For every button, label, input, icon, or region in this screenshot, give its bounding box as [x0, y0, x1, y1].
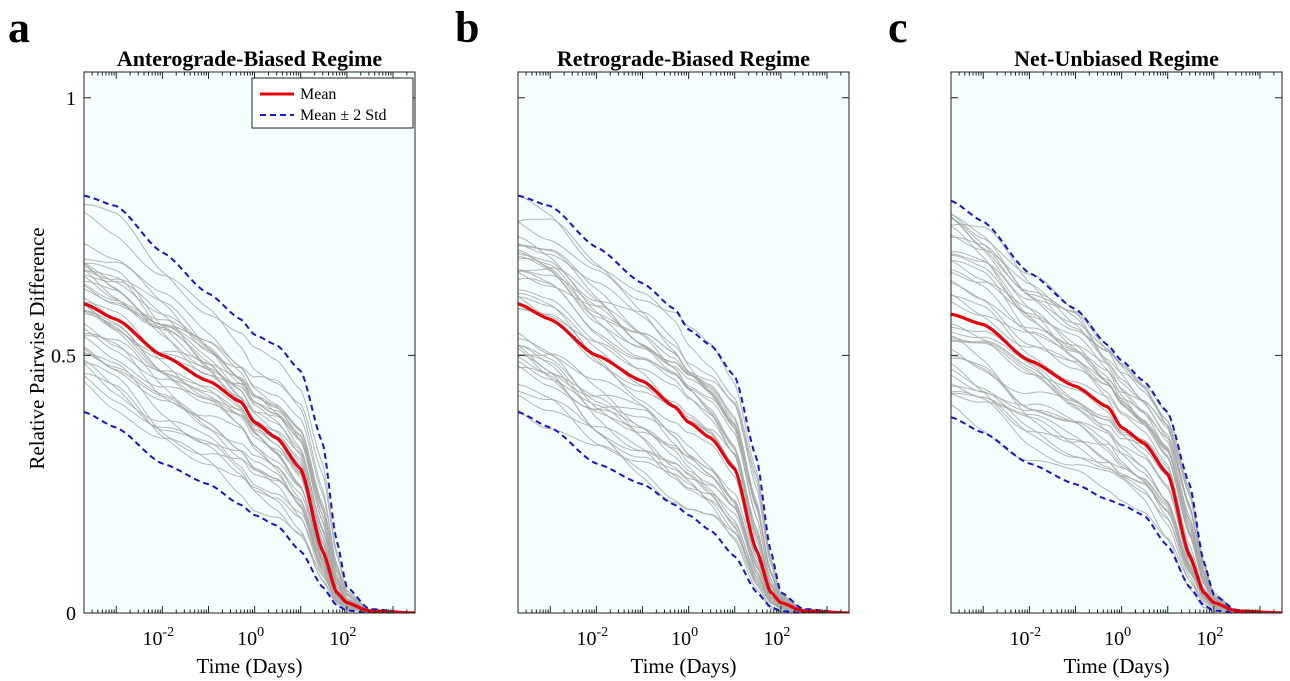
x-tick-label: 10-2: [143, 625, 175, 650]
x-tick-label: 10-2: [1010, 625, 1042, 650]
y-tick-label: 0: [66, 603, 76, 625]
x-tick-label: 100: [671, 625, 698, 650]
legend-mean-label: Mean: [300, 86, 336, 103]
panel-title: Anterograde-Biased Regime: [117, 46, 383, 71]
legend: Mean Mean ± 2 Std: [251, 77, 414, 129]
mean-line: [84, 302, 415, 613]
upper-std-line: [84, 194, 415, 613]
plot-lines: [84, 194, 415, 613]
sample-trajectory: [84, 353, 415, 613]
legend-std-label: Mean ± 2 Std: [300, 107, 387, 124]
axes-box: [517, 71, 850, 614]
sample-trajectory: [518, 353, 849, 613]
lower-std-line: [951, 416, 1282, 613]
panel-c: 10-2 100 102 c Net-Unbiased Regime Time (Days…: [888, 3, 1283, 678]
y-tick-label: 1: [66, 88, 76, 110]
x-tick-label: 102: [1196, 625, 1223, 650]
x-tick-label: 102: [763, 625, 790, 650]
upper-std-line: [951, 199, 1282, 613]
x-tick-label: 100: [237, 625, 264, 650]
sample-trajectory: [518, 394, 849, 613]
axes-box: [950, 71, 1283, 614]
panel-title: Net-Unbiased Regime: [1014, 46, 1219, 71]
sample-trajectory: [84, 283, 415, 613]
sample-trajectory: [951, 383, 1282, 613]
x-axis-label: Time (Days): [1064, 654, 1170, 678]
sample-trajectory: [518, 244, 849, 613]
y-tick-label: 0.5: [51, 345, 76, 367]
panel-b: 10-2 100 102 b Retrograde-Biased Regime Time …: [455, 3, 850, 678]
panel-letter: c: [888, 3, 908, 52]
axes-box: [83, 71, 416, 614]
plot-area: [951, 72, 1282, 613]
x-axis-label: Time (Days): [197, 654, 303, 678]
plot-lines: [518, 194, 849, 613]
plot-lines: [951, 199, 1282, 613]
y-axis-label: Relative Pairwise Difference: [25, 227, 49, 469]
sample-trajectory: [84, 211, 415, 613]
x-axis-label: Time (Days): [631, 654, 737, 678]
lower-std-line: [518, 411, 849, 613]
x-tick-label: 102: [329, 625, 356, 650]
panel-letter: b: [455, 3, 479, 52]
plot-area: [518, 72, 849, 613]
legend-box: [251, 77, 414, 129]
mean-line: [951, 312, 1282, 613]
sample-trajectory: [518, 243, 849, 613]
lower-std-line: [84, 411, 415, 613]
panel-letter: a: [8, 3, 30, 52]
panel-title: Retrograde-Biased Regime: [557, 46, 810, 71]
sample-trajectory: [84, 269, 415, 613]
mean-line: [518, 302, 849, 613]
x-tick-label: 10-2: [577, 625, 609, 650]
sample-trajectory: [84, 360, 415, 613]
panel-a: 10-2 100 102 0 0.5 1 a Anterograde-Biased Regim…: [8, 3, 416, 678]
x-tick-label: 100: [1104, 625, 1131, 650]
upper-std-line: [518, 194, 849, 613]
